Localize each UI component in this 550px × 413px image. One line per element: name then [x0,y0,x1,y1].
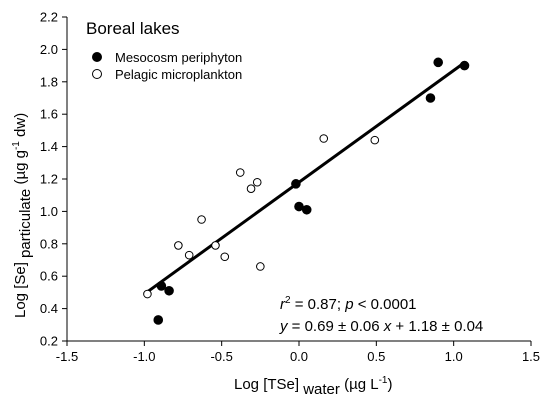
p-symbol: p [344,296,353,313]
regression-line-group [146,61,466,294]
regression-equation: y = 0.69 ± 0.06 x + 1.18 ± 0.04 [279,318,483,335]
y-tick-label: 0.8 [40,236,58,251]
y-axis-title: Log [Se] particulate (µg g-1 dw) [11,113,34,318]
y-title-unit: (µg g [12,150,29,185]
y-tick-label: 2.0 [40,42,58,57]
x-tick-label: -1.5 [56,349,78,364]
point-mesocosm-periphyton [301,204,312,215]
regression-line [146,61,466,294]
point-mesocosm-periphyton [156,281,167,291]
x-title-unit-end: ) [387,376,392,393]
legend: Mesocosm periphyton Pelagic microplankto… [92,50,242,82]
point-pelagic-microplankton [256,262,265,271]
point-mesocosm-periphyton [425,93,436,103]
y-tick-label: 2.2 [40,10,58,25]
x-title-main: Log [TSe] [234,376,299,393]
point-pelagic-microplankton [319,134,329,143]
x-tick-label: -0.5 [210,349,232,364]
y-tick-label: 0.2 [40,334,58,349]
y-tick-label: 1.0 [40,204,58,219]
point-pelagic-microplankton [235,168,245,177]
point-mesocosm-periphyton [291,179,301,189]
point-pelagic-microplankton [246,184,256,194]
point-pelagic-microplankton [184,250,194,260]
eq-slope: = 0.69 ± 0.06 [288,318,384,335]
point-mesocosm-periphyton [459,60,470,71]
x-tick-label: 0.0 [290,349,308,364]
y-tick-label: 1.6 [40,107,58,122]
y-tick-label: 0.4 [40,301,58,316]
legend-label-mesocosm: Mesocosm periphyton [115,50,242,65]
x-tick-label: -1.0 [133,349,155,364]
y-title-main: Log [Se] [12,262,29,318]
point-pelagic-microplankton [220,252,230,262]
y-title-sub: particulate [17,189,34,258]
point-pelagic-microplankton [211,241,220,250]
x-axis-ticks: -1.5 -1.0 -0.5 0.0 0.5 1.0 1.5 [56,341,540,364]
y-tick-label: 1.4 [40,139,58,154]
point-pelagic-microplankton [174,241,183,250]
legend-marker-mesocosm [92,52,102,62]
point-pelagic-microplankton [143,289,152,299]
y-tick-label: 1.2 [40,172,58,187]
point-mesocosm-periphyton [433,57,444,68]
point-pelagic-microplankton [252,177,262,187]
point-mesocosm-periphyton [164,285,174,296]
eq-x: x [383,318,392,335]
x-axis-title: Log [TSe] water (µg L-1) [234,375,392,398]
y-tick-label: 0.6 [40,269,58,284]
y-title-unit-sup: -1 [11,141,22,150]
chart-title: Boreal lakes [86,19,180,38]
eq-intercept: + 1.18 ± 0.04 [391,318,483,335]
plot-area: -1.5 -1.0 -0.5 0.0 0.5 1.0 1.5 0.2 0.4 0.6 0.8 1.0… [40,10,540,365]
point-pelagic-microplankton [370,135,380,145]
y-axis-ticks: 0.2 0.4 0.6 0.8 1.0 1.2 1.4 1.6 1.8 2.0 2.2 [40,10,67,349]
x-title-unit-sup: -1 [379,375,388,386]
r2-value: = 0.87; [291,296,346,313]
legend-label-pelagic: Pelagic microplankton [115,67,242,82]
eq-y: y [279,318,289,335]
point-pelagic-microplankton [197,215,206,224]
statistics-annotation: r2 = 0.87; p < 0.0001 y = 0.69 ± 0.06 x … [279,295,483,335]
data-points [143,57,470,325]
x-title-unit: (µg L [344,376,379,393]
x-tick-label: 1.5 [522,349,540,364]
point-mesocosm-periphyton [153,315,164,325]
r2-superscript: 2 [285,295,291,306]
r2-annotation: r2 = 0.87; p < 0.0001 [280,295,417,313]
x-tick-label: 0.5 [367,349,385,364]
p-value: < 0.0001 [354,296,417,313]
x-title-sub: water [302,381,340,398]
x-tick-label: 1.0 [445,349,463,364]
r2-symbol: r [280,296,286,313]
legend-marker-pelagic [92,69,102,79]
y-title-unit-end: dw) [12,113,29,141]
y-tick-label: 1.8 [40,74,58,89]
